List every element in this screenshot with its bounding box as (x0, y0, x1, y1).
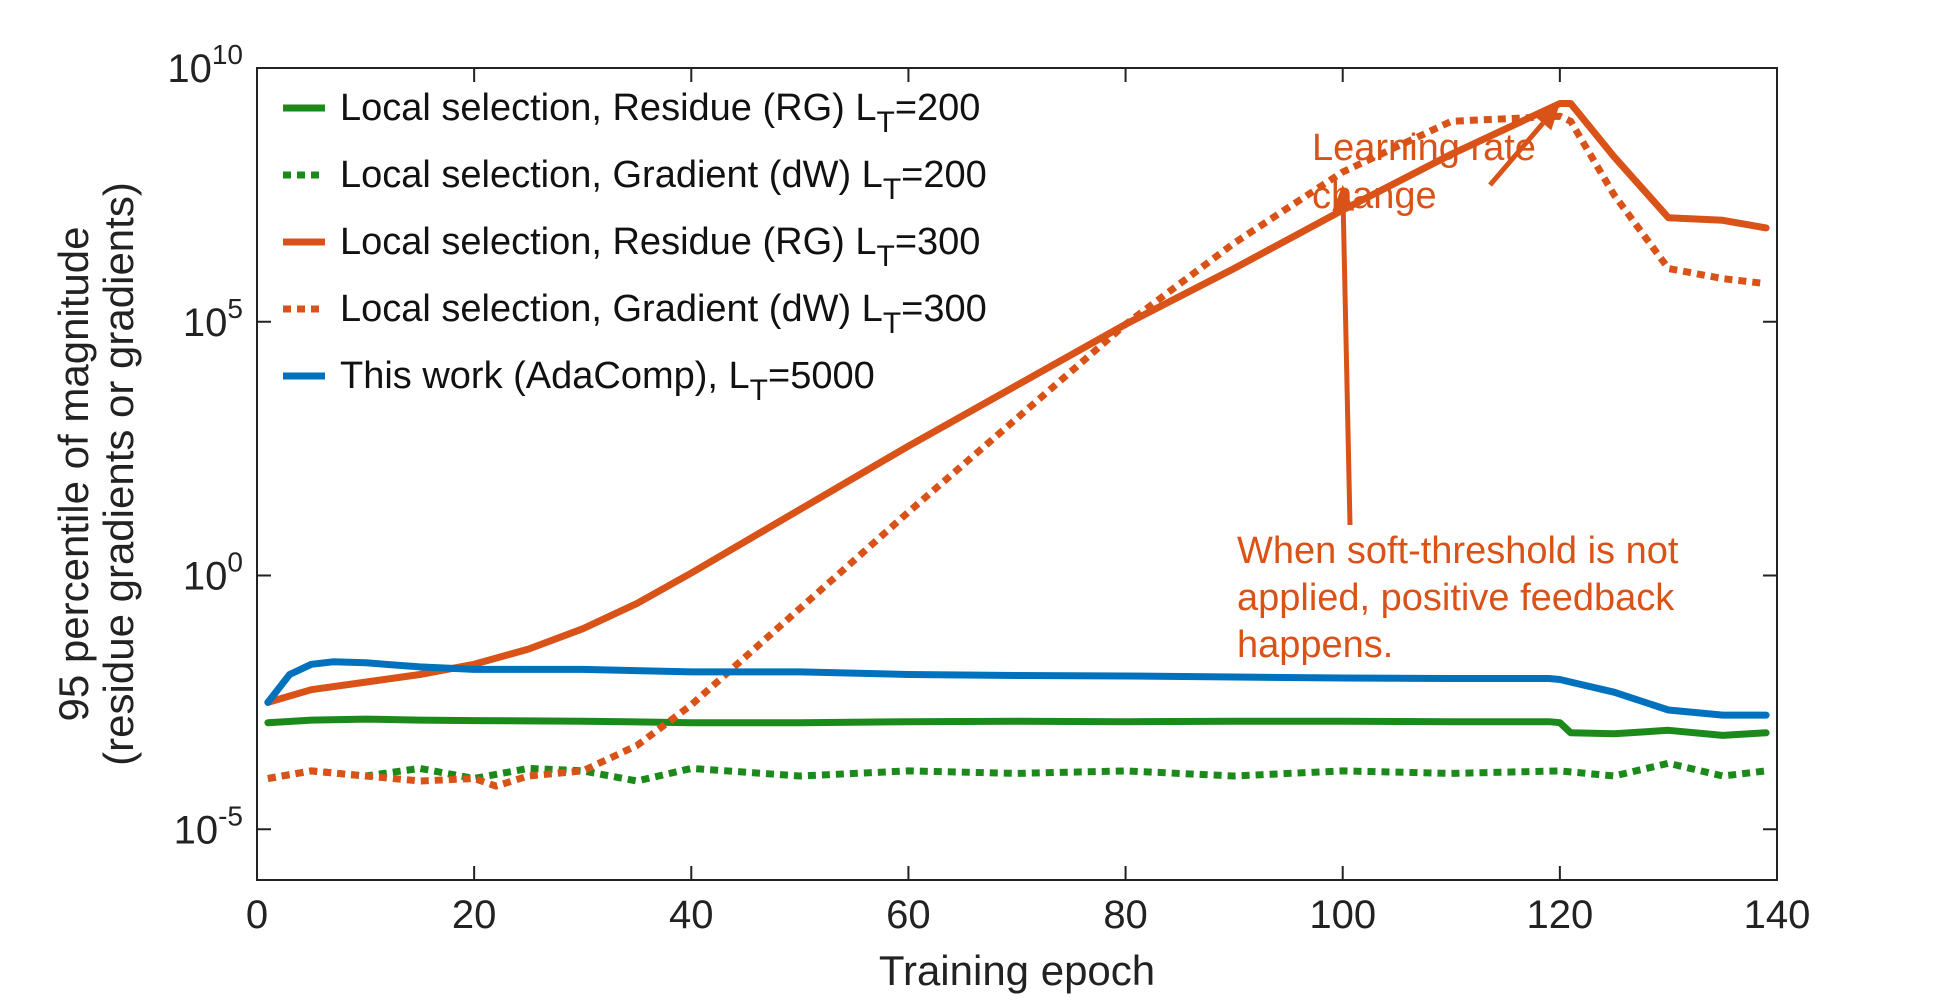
annotation-text-line: happens. (1237, 624, 1393, 666)
axis-ticks (256, 67, 1778, 880)
series-line-local-dw-200 (267, 759, 1767, 785)
legend-label-local-dw-300: Local selection, Gradient (dW) LT=300 (340, 288, 987, 340)
y-tick-label: 10-5 (174, 800, 243, 852)
annotation-arrow-head (1332, 184, 1355, 211)
annotation-text-line: applied, positive feedback (1237, 577, 1675, 619)
x-tick-label: 120 (1526, 893, 1593, 937)
series-line-local-rg-200 (264, 715, 1770, 739)
legend-label-local-rg-300: Local selection, Residue (RG) LT=300 (340, 221, 980, 273)
annotation-arrow-head (1534, 103, 1560, 131)
legend: Local selection, Residue (RG) LT=200 Loca… (283, 87, 987, 407)
x-tick-label: 60 (886, 893, 931, 937)
y-axis-title-line1: 95 percentile of magnitude (50, 227, 97, 722)
x-tick-label: 100 (1309, 893, 1376, 937)
legend-label-local-dw-200: Local selection, Gradient (dW) LT=200 (340, 154, 987, 206)
annotation-arrow-shaft (1340, 210, 1353, 526)
series-line-adacomp-5000 (264, 658, 1770, 719)
annotation-soft-threshold: When soft-threshold is not applied, posit… (1237, 184, 1679, 666)
annotation-text-line: change (1312, 175, 1437, 217)
x-tick-label: 20 (452, 893, 497, 937)
series-line-local-dw-300 (267, 112, 1767, 790)
annotation-text-line: Learning rate (1312, 127, 1536, 169)
axis-tick-labels: 0 20 40 60 80 100 120 140 10-5 100 105 1010 (167, 39, 1810, 937)
legend-label-adacomp-5000: This work (AdaComp), LT=5000 (340, 355, 875, 407)
x-axis-title: Training epoch (879, 947, 1155, 994)
x-tick-label: 0 (246, 893, 268, 937)
plot-lines (264, 100, 1770, 790)
y-tick-label: 1010 (167, 39, 243, 91)
x-tick-label: 40 (669, 893, 714, 937)
plot-frame (256, 67, 1778, 881)
legend-label-local-rg-200: Local selection, Residue (RG) LT=200 (340, 87, 980, 139)
x-tick-label: 140 (1744, 893, 1811, 937)
annotation-text-line: When soft-threshold is not (1237, 530, 1679, 572)
y-tick-label: 100 (183, 547, 243, 599)
y-tick-label: 105 (183, 293, 243, 345)
annotation-arrow-shaft (1488, 121, 1545, 187)
x-tick-label: 80 (1103, 893, 1148, 937)
y-axis-title-line2: (residue gradients or gradients) (95, 182, 142, 766)
